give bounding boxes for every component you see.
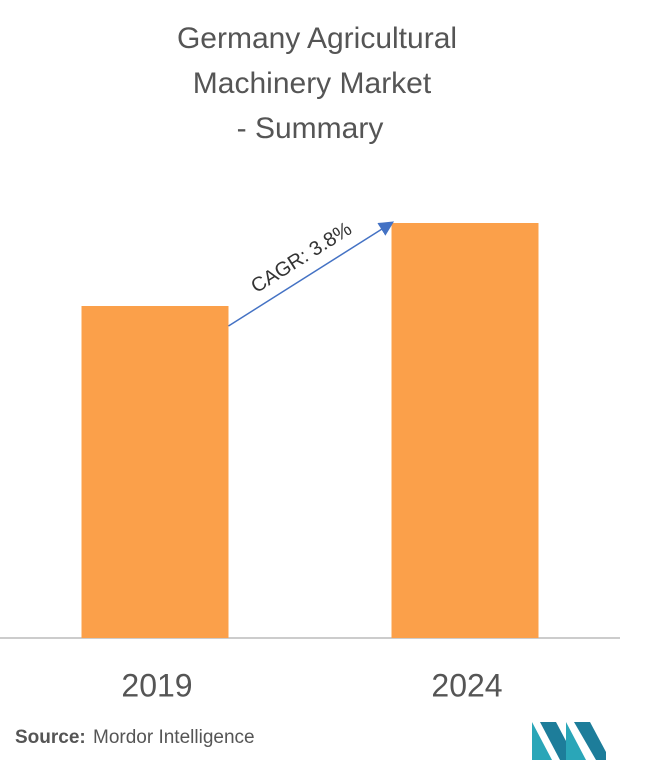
annotation: CAGR: 3.8% [247,218,356,298]
bar [81,306,229,638]
chart-title: Machinery Market [193,67,432,100]
source-label: Source: [15,727,86,748]
x-tick-label: 2019 [121,667,192,703]
x-tick-label: 2024 [431,667,502,703]
bar [391,223,539,638]
source: Mordor Intelligence [93,727,255,748]
chart-title: - Summary [237,112,384,145]
chart-title: Germany Agricultural [177,22,457,55]
cagr-arrow [228,221,395,327]
logo [532,722,606,760]
